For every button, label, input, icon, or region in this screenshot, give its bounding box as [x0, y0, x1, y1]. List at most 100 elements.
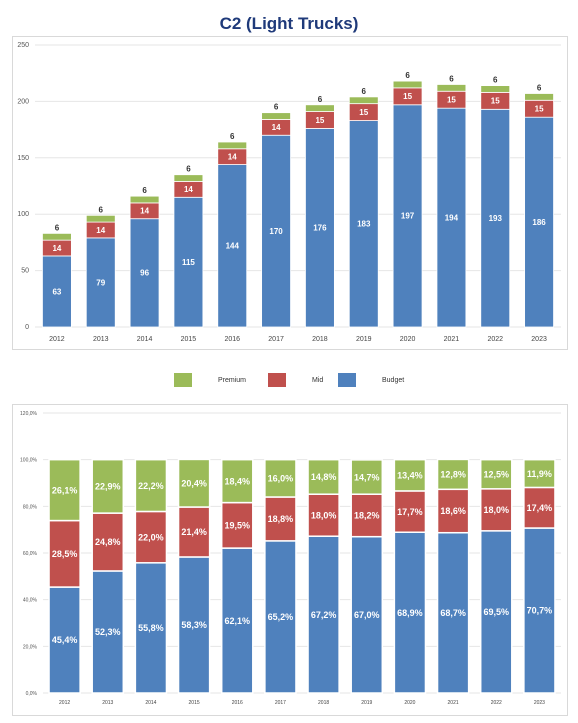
data-label-mid: 18,0%: [483, 505, 509, 515]
bar-budget: [85, 237, 116, 328]
data-label-premium: 6: [537, 84, 542, 93]
data-label-premium: 6: [99, 205, 104, 214]
bar-premium: [134, 458, 168, 513]
x-tick-label: 2016: [232, 700, 243, 706]
bar-budget: [479, 530, 513, 694]
data-label-budget: 52,3%: [95, 627, 121, 637]
bar-premium: [436, 458, 470, 491]
bar-premium: [85, 214, 116, 223]
data-label-premium: 12,8%: [440, 470, 466, 480]
y-tick-label: 40,0%: [23, 598, 38, 604]
bar-budget: [392, 104, 423, 328]
data-label-mid: 17,4%: [527, 503, 553, 513]
bar-budget: [42, 255, 72, 328]
x-tick-label: 2019: [361, 700, 372, 706]
y-tick-label: 0,0%: [26, 691, 38, 697]
legend-label-mid: Mid: [312, 376, 324, 384]
x-tick-label: 2015: [181, 336, 197, 343]
bar-premium: [393, 458, 427, 492]
legend-swatch-mid: [268, 373, 286, 387]
bar-premium: [217, 141, 248, 150]
x-tick-label: 2016: [224, 336, 240, 343]
data-label-budget: 68,9%: [397, 608, 423, 618]
data-label-premium: 26,1%: [52, 485, 78, 495]
data-label-mid: 18,2%: [354, 511, 380, 521]
data-label-mid: 17,7%: [397, 507, 423, 517]
x-tick-label: 2017: [268, 336, 284, 343]
bar-premium: [42, 232, 72, 241]
data-label-budget: 197: [401, 212, 415, 221]
bar-budget: [305, 128, 335, 328]
bar-premium: [524, 93, 554, 101]
data-label-premium: 6: [318, 95, 323, 104]
bar-premium: [264, 458, 297, 498]
data-label-budget: 63: [52, 287, 61, 296]
bar-budget: [264, 540, 297, 694]
data-label-premium: 13,4%: [397, 471, 423, 481]
data-label-premium: 6: [230, 132, 235, 141]
data-label-mid: 14: [96, 226, 105, 235]
x-tick-label: 2020: [404, 700, 415, 706]
chart-title: C2 (Light Trucks): [219, 14, 359, 33]
data-label-mid: 18,0%: [311, 510, 337, 520]
bar-premium: [305, 104, 335, 112]
x-tick-label: 2022: [491, 700, 502, 706]
x-tick-label: 2014: [137, 336, 153, 343]
data-label-mid: 15: [403, 92, 412, 101]
data-label-premium: 6: [186, 165, 191, 174]
bar-premium: [436, 84, 467, 92]
x-tick-label: 2021: [448, 700, 459, 706]
data-label-budget: 65,2%: [268, 612, 294, 622]
y-tick-label: 100: [17, 211, 29, 218]
y-tick-label: 150: [17, 155, 29, 162]
data-label-budget: 70,7%: [527, 606, 553, 616]
data-label-budget: 96: [140, 269, 149, 278]
data-label-mid: 14: [52, 244, 61, 253]
data-label-budget: 144: [226, 242, 240, 251]
y-tick-label: 0: [25, 324, 29, 331]
data-label-premium: 6: [142, 186, 147, 195]
data-label-mid: 14: [272, 123, 281, 132]
data-label-mid: 15: [491, 97, 500, 106]
data-label-budget: 194: [445, 213, 459, 222]
data-label-budget: 45,4%: [52, 635, 78, 645]
data-label-budget: 62,1%: [224, 616, 250, 626]
y-tick-label: 250: [17, 42, 29, 49]
bar-mid: [91, 512, 125, 572]
legend-label-budget: Budget: [382, 376, 405, 384]
y-tick-label: 20,0%: [23, 644, 38, 650]
bar-budget: [261, 134, 291, 328]
data-label-premium: 11,9%: [527, 469, 552, 479]
data-label-budget: 67,0%: [354, 610, 380, 620]
x-tick-label: 2014: [145, 700, 156, 706]
data-label-premium: 6: [274, 103, 279, 112]
data-label-mid: 28,5%: [52, 549, 78, 559]
bar-premium: [91, 458, 125, 514]
bar-budget: [348, 120, 379, 328]
bar-budget: [48, 586, 81, 694]
bar-budget: [177, 556, 211, 694]
data-label-mid: 14: [228, 153, 237, 162]
data-label-mid: 24,8%: [95, 537, 121, 547]
y-tick-label: 200: [17, 98, 29, 105]
data-label-budget: 193: [489, 214, 503, 223]
x-tick-label: 2023: [531, 336, 547, 343]
y-tick-label: 120,0%: [20, 411, 38, 417]
x-tick-label: 2012: [59, 700, 70, 706]
bar-mid: [177, 506, 211, 558]
bar-premium: [177, 458, 211, 508]
bar-premium: [480, 85, 511, 93]
percent-stacked-chart-panel: 0,0% 20,0% 40,0% 60,0% 80,0% 100,0% 120,0% 45,4…: [12, 404, 568, 716]
data-label-premium: 6: [405, 71, 410, 80]
x-tick-label: 2019: [356, 336, 372, 343]
x-tick-label: 2015: [189, 700, 200, 706]
x-tick-label: 2020: [400, 336, 416, 343]
data-label-premium: 22,2%: [138, 481, 164, 491]
x-tick-label: 2012: [49, 336, 65, 343]
x-tick-label: 2018: [312, 336, 328, 343]
bar-premium: [307, 458, 340, 495]
bar-premium: [523, 458, 556, 489]
data-label-premium: 6: [55, 223, 60, 232]
data-label-budget: 79: [96, 278, 105, 287]
data-label-premium: 16,0%: [268, 474, 294, 484]
